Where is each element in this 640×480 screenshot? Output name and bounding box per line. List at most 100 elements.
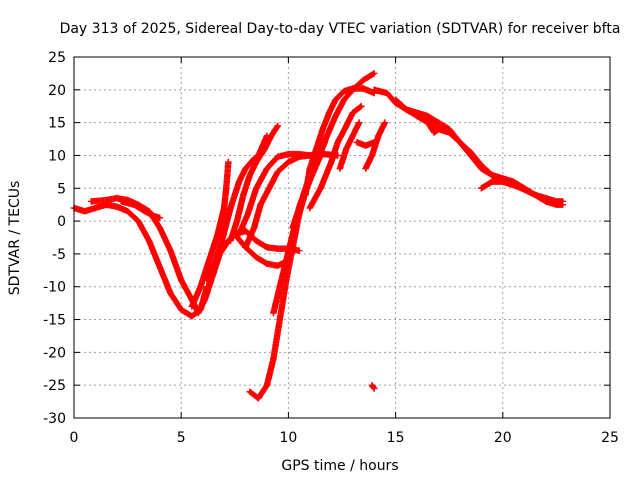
data-point	[368, 152, 376, 159]
data-point	[210, 263, 217, 271]
data-point	[499, 178, 506, 185]
data-point	[488, 171, 496, 179]
data-point	[263, 381, 271, 389]
series-arc-14	[289, 70, 378, 231]
data-point	[510, 181, 517, 189]
data-point	[403, 106, 410, 113]
data-point	[424, 112, 431, 120]
y-tick-label: -20	[43, 345, 66, 361]
y-tick-label: -10	[43, 280, 66, 296]
data-point	[323, 132, 331, 139]
y-tick-label: 10	[48, 148, 66, 164]
data-point	[205, 257, 213, 264]
y-tick-label: -25	[43, 378, 66, 394]
data-point	[246, 171, 254, 179]
data-point	[253, 185, 260, 192]
data-point	[167, 247, 174, 254]
data-point	[87, 198, 95, 205]
data-point	[319, 126, 326, 133]
data-point	[358, 103, 365, 110]
data-point	[263, 165, 271, 172]
y-tick-label: 15	[48, 116, 66, 132]
data-point	[355, 119, 363, 126]
y-tick-label: 5	[57, 181, 66, 197]
y-tick-label: 25	[48, 50, 66, 66]
y-tick-label: -30	[43, 411, 66, 427]
data-point	[240, 191, 247, 199]
data-point	[276, 283, 284, 290]
data-point	[156, 214, 163, 222]
data-point	[203, 276, 211, 284]
tick-layer: 0 5 10 15 20 25 -30 -25 -20 -15 -10 -5 0 5 10 15 20 25	[43, 50, 619, 446]
data-point	[362, 142, 369, 149]
data-point	[178, 276, 185, 284]
data-point	[195, 309, 202, 317]
data-point	[289, 224, 296, 231]
series-arc-23	[368, 381, 378, 392]
series-arc-22	[478, 178, 528, 192]
data-point	[188, 303, 196, 310]
data-point	[156, 263, 163, 271]
data-point	[130, 201, 138, 208]
data-point-marks	[368, 382, 378, 392]
data-point	[263, 260, 271, 267]
data-point	[553, 201, 560, 208]
data-point	[370, 385, 378, 392]
series-arc-16	[336, 119, 363, 172]
data-point	[340, 87, 348, 95]
data-point-marks	[70, 201, 211, 320]
series-arc-3	[117, 198, 163, 222]
data-point	[117, 198, 125, 205]
series-arc-1	[70, 201, 211, 320]
data-point	[285, 158, 292, 166]
data-point	[317, 185, 324, 192]
series-arc-21	[403, 106, 567, 208]
data-point	[332, 112, 339, 120]
y-tick-label: 0	[57, 214, 66, 230]
data-point	[478, 162, 485, 169]
data-point	[353, 139, 361, 146]
series-arc-18	[362, 119, 389, 172]
data-point	[456, 139, 464, 146]
data-point	[242, 165, 249, 172]
x-tick-label: 15	[387, 430, 405, 446]
data-point	[430, 129, 438, 136]
series-arc-4	[188, 158, 232, 310]
data-point	[274, 168, 281, 176]
data-point	[446, 126, 453, 133]
data-point	[227, 237, 234, 244]
data-point	[298, 198, 305, 205]
series-arc-10	[242, 150, 341, 251]
data-point	[270, 309, 277, 317]
data-point	[233, 217, 241, 225]
x-tick-label: 5	[177, 430, 186, 446]
data-point	[218, 237, 226, 244]
data-point	[478, 185, 485, 192]
data-point	[244, 211, 251, 218]
data-point	[124, 208, 131, 215]
data-point	[306, 204, 314, 212]
data-point	[283, 257, 290, 264]
data-point	[242, 244, 249, 251]
y-axis-label: SDTVAR / TECUs	[7, 181, 23, 296]
data-point	[559, 201, 567, 208]
data-point	[370, 70, 378, 77]
data-point	[156, 224, 163, 231]
data-point	[285, 150, 292, 158]
data-point	[488, 178, 496, 185]
data-point	[113, 203, 121, 210]
data-point	[343, 122, 350, 130]
chart-title: Day 313 of 2025, Sidereal Day-to-day VTE…	[60, 21, 621, 37]
data-point	[332, 96, 339, 103]
data-point	[349, 132, 356, 139]
data-point	[274, 262, 281, 269]
data-point	[336, 165, 344, 172]
data-point	[276, 316, 284, 323]
data-point	[197, 283, 204, 290]
data-point	[102, 196, 110, 204]
data-point	[246, 388, 254, 395]
data-point	[360, 85, 367, 92]
data-point	[349, 109, 356, 116]
data-point	[531, 191, 539, 199]
